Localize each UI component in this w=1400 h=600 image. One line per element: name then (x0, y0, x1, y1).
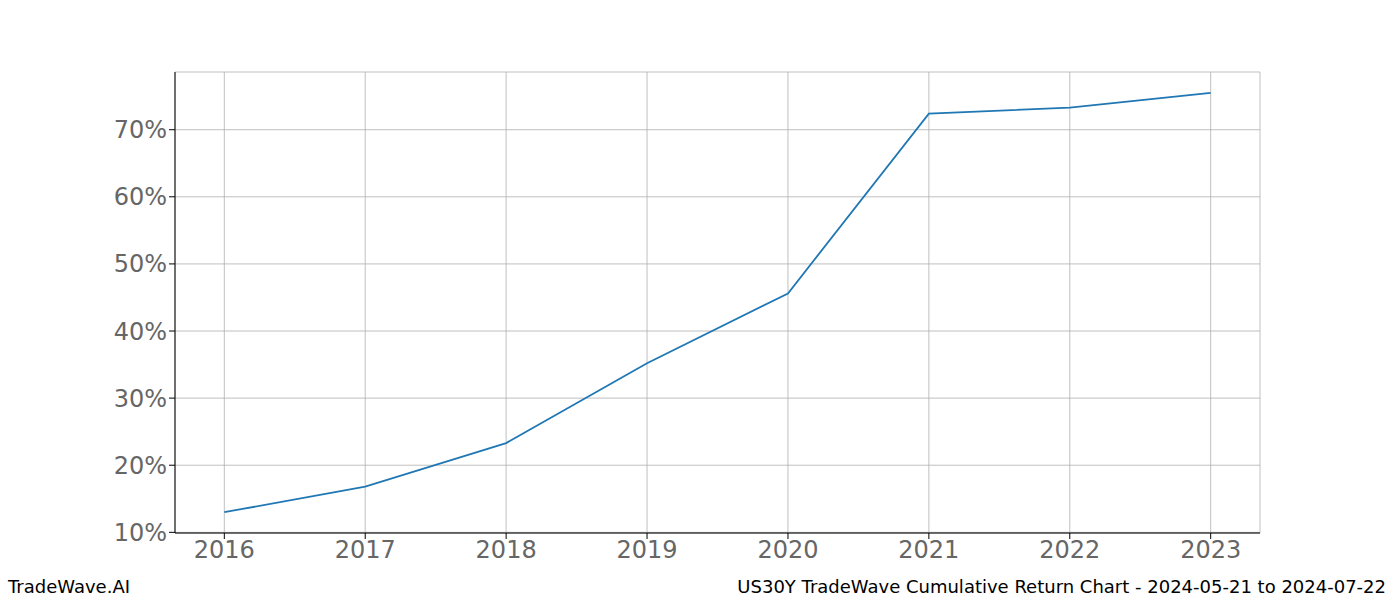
svg-text:30%: 30% (114, 385, 167, 413)
svg-text:2023: 2023 (1180, 536, 1241, 564)
svg-text:2020: 2020 (757, 536, 818, 564)
svg-text:10%: 10% (114, 519, 167, 547)
html-text:TradeWave.AI: TradeWave.AI (8, 576, 130, 597)
svg-text:20%: 20% (114, 452, 167, 480)
svg-text:40%: 40% (114, 318, 167, 346)
svg-text:2017: 2017 (335, 536, 396, 564)
svg-text:70%: 70% (114, 116, 167, 144)
svg-text:2016: 2016 (194, 536, 255, 564)
html-text:US30Y TradeWave Cumulative Ret: US30Y TradeWave Cumulative Return Chart … (737, 576, 1386, 597)
svg-text:2022: 2022 (1039, 536, 1100, 564)
svg-text:2021: 2021 (898, 536, 959, 564)
svg-text:2019: 2019 (617, 536, 678, 564)
svg-text:60%: 60% (114, 183, 167, 211)
svg-text:2018: 2018 (476, 536, 537, 564)
svg-text:50%: 50% (114, 250, 167, 278)
